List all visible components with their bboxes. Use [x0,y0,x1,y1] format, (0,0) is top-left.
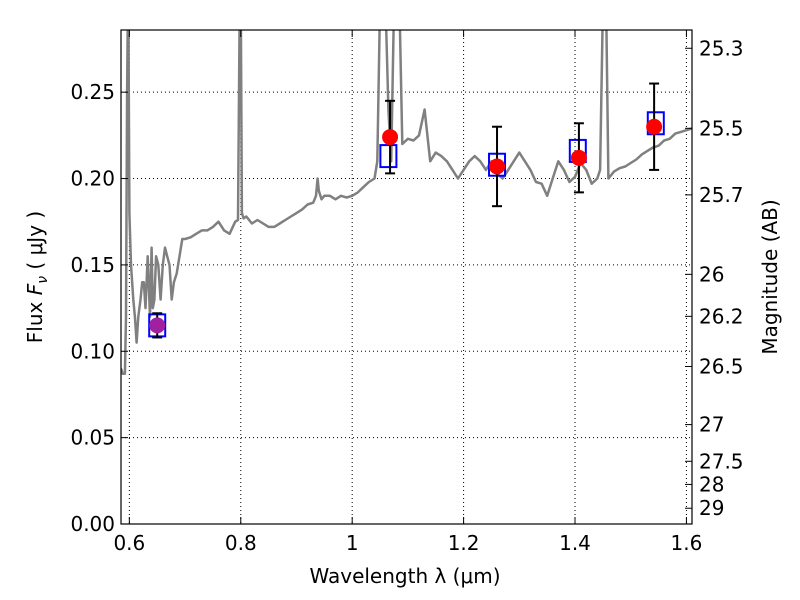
right-axis-tick-label: 26 [699,262,724,286]
photometry-point [570,149,587,166]
right-axis-tick-label: 25.5 [699,116,744,140]
y-tick-label: 0.25 [70,80,115,104]
axes-frame [120,29,693,525]
y-axis-label-suffix: ( μJy ) [23,211,47,276]
axes-border [120,29,693,525]
right-axis-tick-label: 28 [699,472,724,496]
x-tick-label: 1.2 [448,531,480,555]
right-axis-tick-label: 26.5 [699,354,744,378]
right-axis-tick-label: 25.3 [699,36,744,60]
photometry-point [382,129,399,146]
tick-marks [121,30,692,525]
right-axis-tick-label: 29 [699,496,724,520]
x-tick-label: 1 [346,531,359,555]
plot-area [121,30,692,375]
y-tick-label: 0.10 [70,339,115,363]
right-axis-tick-label: 27.5 [699,449,744,473]
x-tick-label: 0.6 [113,531,145,555]
right-axis-label: Magnitude (AB) [758,199,782,354]
x-tick-label: 1.4 [559,531,591,555]
right-axis-tick-label: 25.7 [699,183,744,207]
model-flux-square [379,144,398,169]
photometry-point [489,158,506,175]
y-axis-label-prefix: Flux [23,295,47,343]
x-tick-label: 0.8 [225,531,257,555]
x-axis-label: Wavelength λ (μm) [309,564,500,588]
spectrum-line [121,30,692,375]
y-axis-label: Flux Fν ( μJy ) [23,211,51,343]
photometry-point [646,118,663,135]
y-tick-label: 0.15 [70,253,115,277]
photometry-point [149,317,166,334]
right-axis-tick-label: 27 [699,413,724,437]
y-axis-label-symbol: F [23,283,47,295]
y-tick-label: 0.00 [70,512,115,536]
y-tick-label: 0.05 [70,426,115,450]
right-axis-tick-label: 26.2 [699,304,744,328]
y-tick-label: 0.20 [70,167,115,191]
tick-labels: 0.6 0.8 1 1.2 1.4 1.6 0.00 0.05 0.10 0.15 0.20 0.25… [70,36,743,555]
y-axis-label-subscript: ν [35,276,51,284]
x-tick-label: 1.6 [671,531,703,555]
